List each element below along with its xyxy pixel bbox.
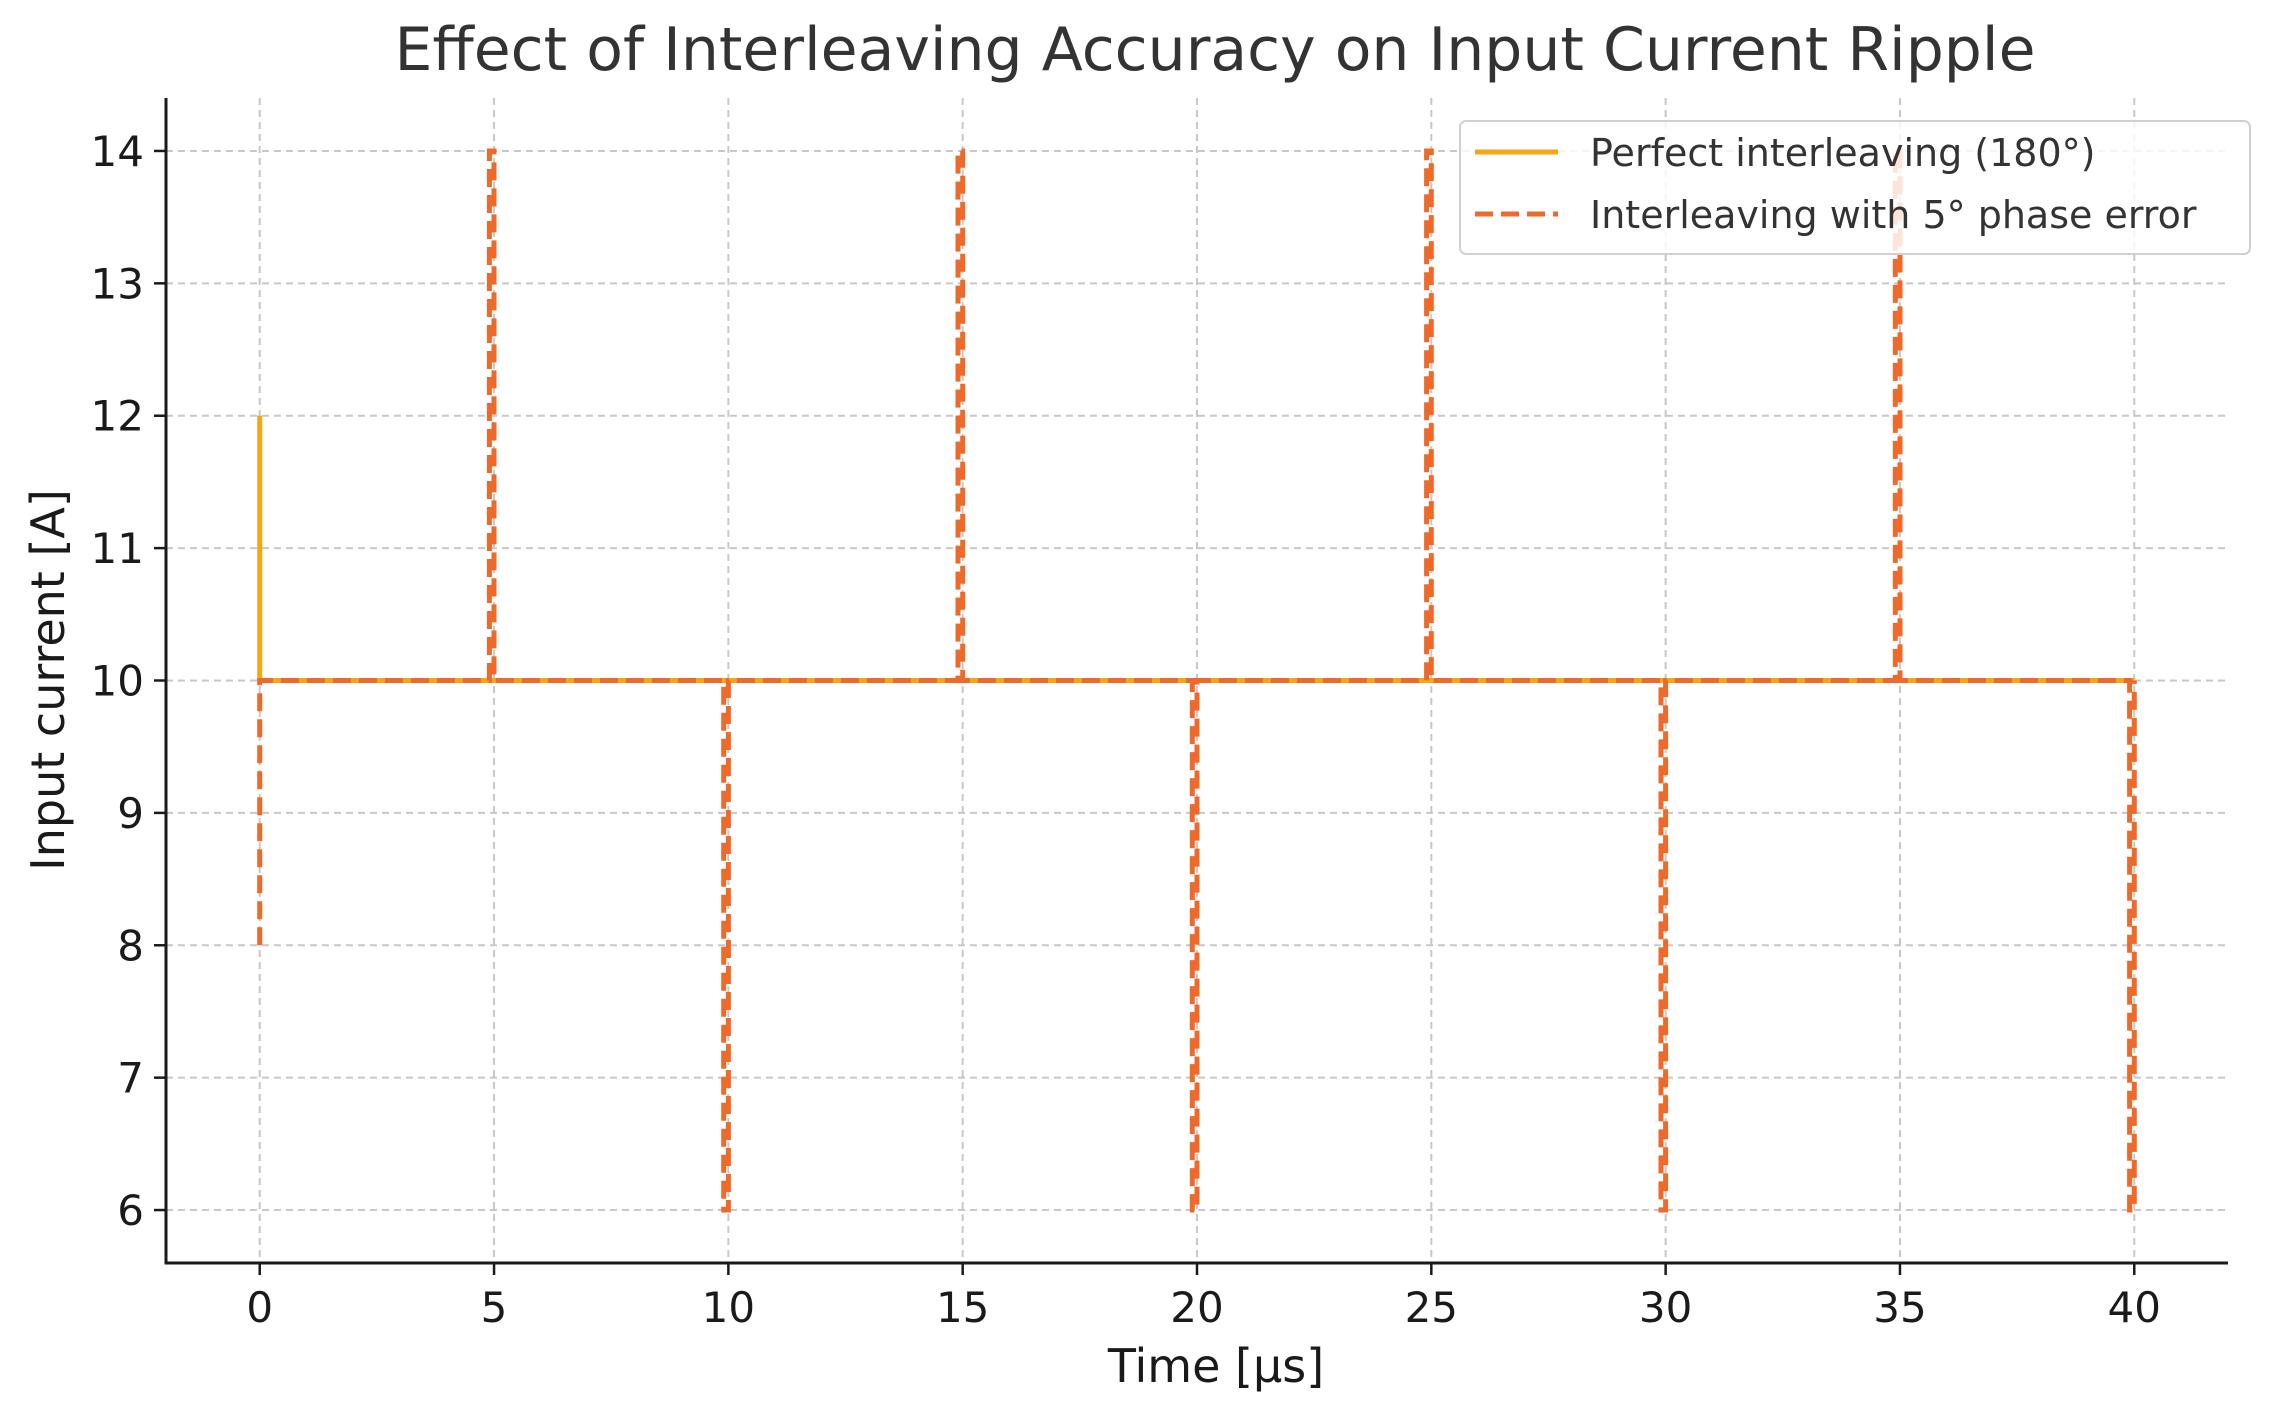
x-tick-label: 5 (481, 1283, 508, 1332)
chart-title: Effect of Interleaving Accuracy on Input… (395, 15, 2036, 85)
x-tick-label: 40 (2108, 1283, 2161, 1332)
x-tick-label: 30 (1639, 1283, 1692, 1332)
y-tick-label: 8 (117, 921, 144, 970)
x-tick-label: 15 (936, 1283, 989, 1332)
legend-box (1459, 120, 2251, 255)
x-tick-label: 25 (1405, 1283, 1458, 1332)
plot-axes (164, 98, 2228, 1265)
x-tick-label: 20 (1170, 1283, 1223, 1332)
y-tick-label: 12 (91, 392, 144, 441)
legend: Perfect interleaving (180°) Interleaving… (1459, 120, 2251, 255)
y-tick-label: 10 (91, 657, 144, 706)
y-axis-label: Input current [A] (21, 489, 75, 871)
legend-label-perfect: Perfect interleaving (180°) (1590, 131, 2095, 175)
legend-label-phase-error: Interleaving with 5° phase error (1590, 193, 2197, 237)
x-tick-label: 0 (246, 1283, 273, 1332)
y-tick-label: 13 (91, 259, 144, 308)
y-tick-label: 11 (91, 524, 144, 573)
y-tick-label: 7 (117, 1054, 144, 1103)
y-tick-label: 6 (117, 1186, 144, 1235)
y-tick-label: 14 (91, 127, 144, 176)
x-axis-label: Time [μs] (1107, 1339, 1324, 1393)
x-tick-label: 35 (1873, 1283, 1926, 1332)
x-tick-label: 10 (702, 1283, 755, 1332)
y-tick-label: 9 (117, 789, 144, 838)
y-axis-ticks: 6 7 8 9 10 11 12 13 14 (91, 127, 166, 1235)
x-axis-ticks: 0 5 10 15 20 25 30 35 40 (246, 1263, 2161, 1332)
